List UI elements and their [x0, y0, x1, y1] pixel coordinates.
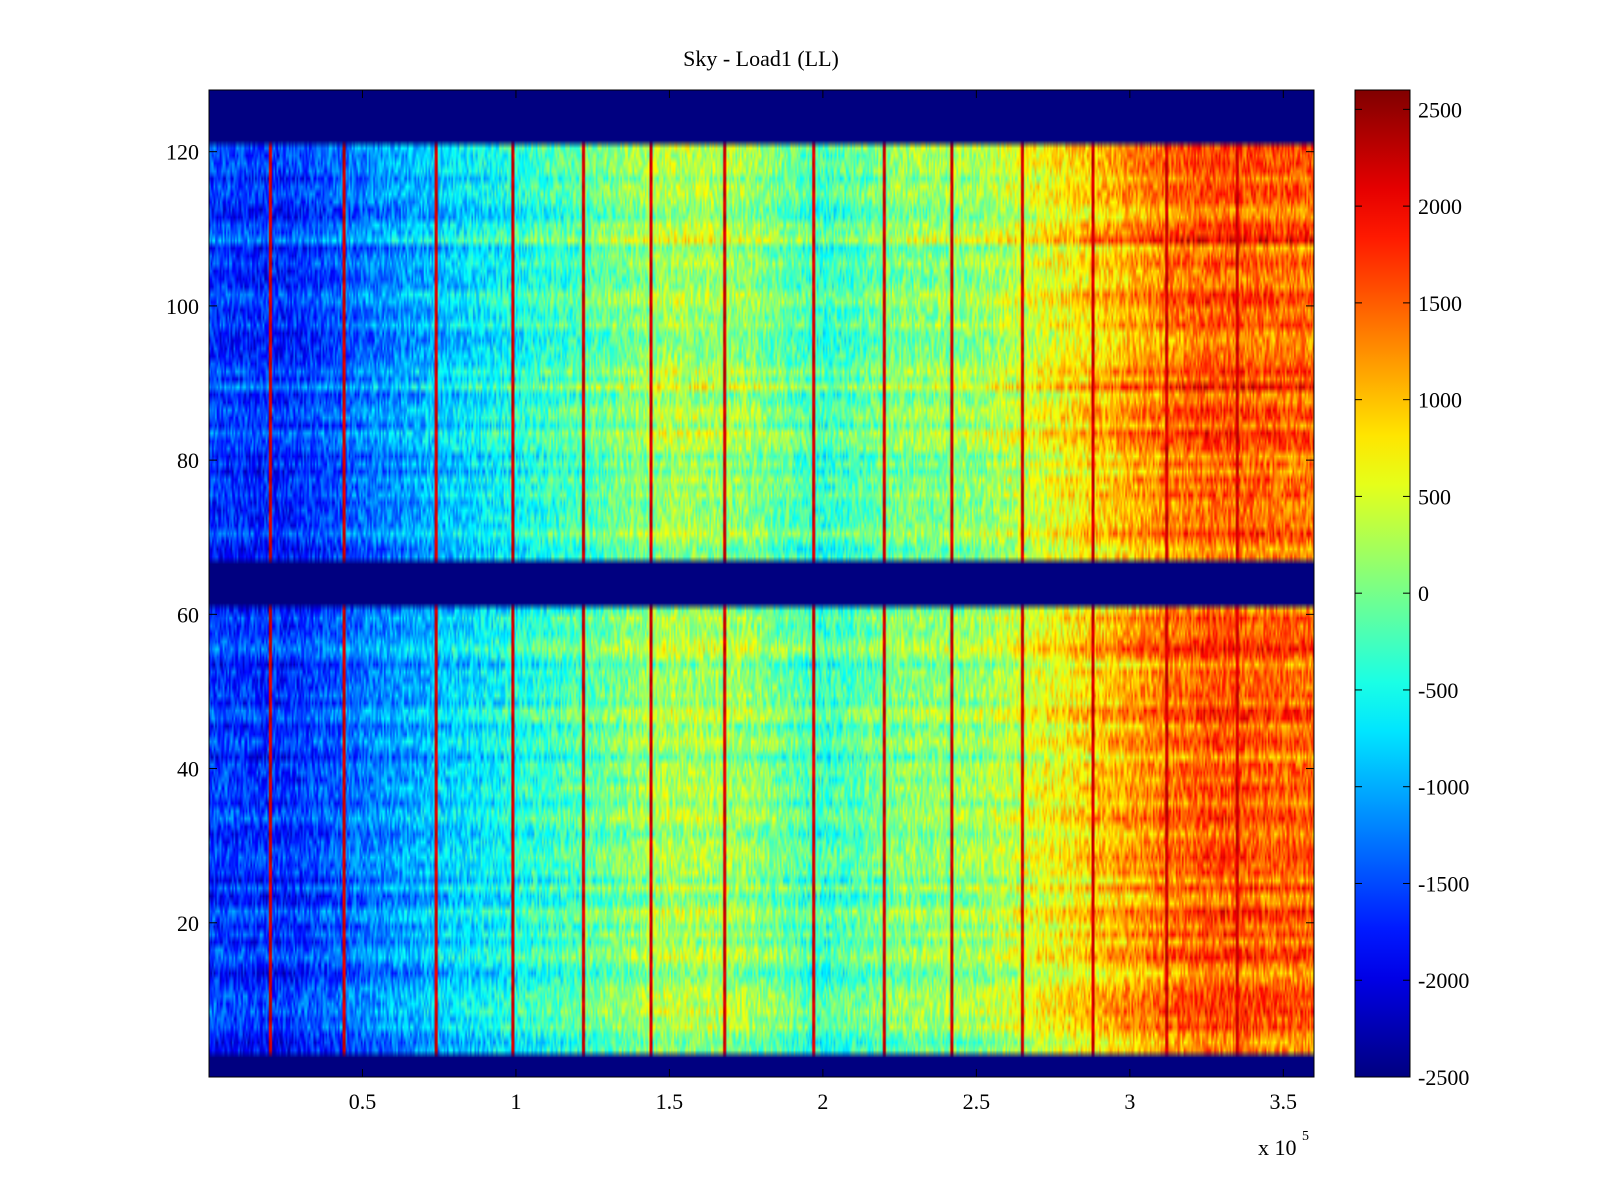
colorbar-tick-label: 2500 [1418, 97, 1462, 122]
colorbar-tick-label: 1500 [1418, 291, 1462, 316]
x-tick-label: 2 [817, 1089, 828, 1114]
x-tick-label: 2.5 [963, 1089, 991, 1114]
y-tick-label: 80 [177, 448, 199, 473]
colorbar-tick-label: -500 [1418, 678, 1458, 703]
y-tick-label: 120 [166, 140, 199, 165]
colorbar-tick-label: -1000 [1418, 775, 1469, 800]
y-tick-label: 60 [177, 602, 199, 627]
heatmap-image [209, 90, 1314, 1077]
x-tick-label: 3.5 [1270, 1089, 1298, 1114]
x-axis: 0.5 1 1.5 2 2.5 3 3.5 [349, 90, 1297, 1114]
x-tick-label: 1.5 [656, 1089, 684, 1114]
y-tick-label: 20 [177, 911, 199, 936]
x-exponent-label: x 10 5 [1258, 1129, 1309, 1160]
colorbar-tick-label: -1500 [1418, 871, 1469, 896]
y-axis: 20 40 60 80 100 120 [166, 140, 1314, 936]
colorbar-tick-label: 0 [1418, 581, 1429, 606]
colorbar-tick-label: 2000 [1418, 194, 1462, 219]
y-tick-label: 40 [177, 757, 199, 782]
colorbar-tick-label: -2000 [1418, 968, 1469, 993]
plot-frame [208, 89, 1315, 1078]
x-tick-label: 1 [510, 1089, 521, 1114]
x-exponent-base: x 10 [1258, 1135, 1297, 1160]
colorbar-tick-label: -2500 [1418, 1065, 1469, 1090]
y-tick-label: 100 [166, 294, 199, 319]
colorbar-tick-label: 1000 [1418, 388, 1462, 413]
colorbar: -2500 -2000 -1500 -1000 -500 0 500 1000 1500 2000… [1354, 89, 1469, 1090]
colorbar-ticks: -2500 -2000 -1500 -1000 -500 0 500 1000 1500 2000… [1355, 97, 1469, 1090]
x-exponent-power: 5 [1302, 1129, 1309, 1144]
colorbar-tick-label: 500 [1418, 484, 1451, 509]
colorbar-gradient [1354, 89, 1411, 1078]
chart-title: Sky - Load1 (LL) [683, 46, 839, 71]
x-tick-label: 0.5 [349, 1089, 377, 1114]
x-tick-label: 3 [1124, 1089, 1135, 1114]
heatmap-plot-area [208, 89, 1315, 1078]
